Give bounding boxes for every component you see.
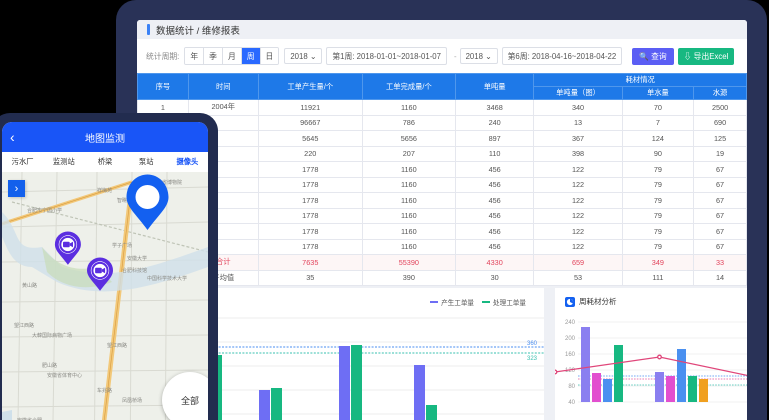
svg-text:240: 240 [565, 320, 576, 326]
svg-text:黄山路: 黄山路 [22, 282, 37, 289]
svg-text:车兆路: 车兆路 [97, 387, 112, 394]
svg-text:安徽省体育中心: 安徽省体育中心 [47, 372, 82, 379]
svg-text:肥山路: 肥山路 [42, 362, 57, 369]
svg-text:合肥市宁国小学: 合肥市宁国小学 [27, 207, 62, 214]
svg-text:学子广场: 学子广场 [112, 242, 132, 249]
svg-text:160: 160 [565, 352, 576, 358]
svg-text:望江西路: 望江西路 [107, 342, 127, 349]
svg-text:安徽大学: 安徽大学 [127, 255, 147, 262]
svg-text:200: 200 [565, 336, 576, 342]
svg-text:中国科学技术大学: 中国科学技术大学 [147, 275, 187, 282]
svg-text:360: 360 [527, 341, 538, 347]
svg-text:祥梅苑: 祥梅苑 [97, 187, 112, 194]
svg-text:40: 40 [568, 400, 575, 406]
svg-text:凤凰桥场: 凤凰桥场 [122, 397, 142, 404]
svg-text:80: 80 [568, 384, 575, 390]
svg-text:合肥科技馆: 合肥科技馆 [122, 267, 147, 274]
svg-text:323: 323 [527, 356, 538, 362]
svg-text:望江西路: 望江西路 [14, 322, 34, 329]
svg-text:大韓国际病物广场: 大韓国际病物广场 [32, 332, 72, 339]
